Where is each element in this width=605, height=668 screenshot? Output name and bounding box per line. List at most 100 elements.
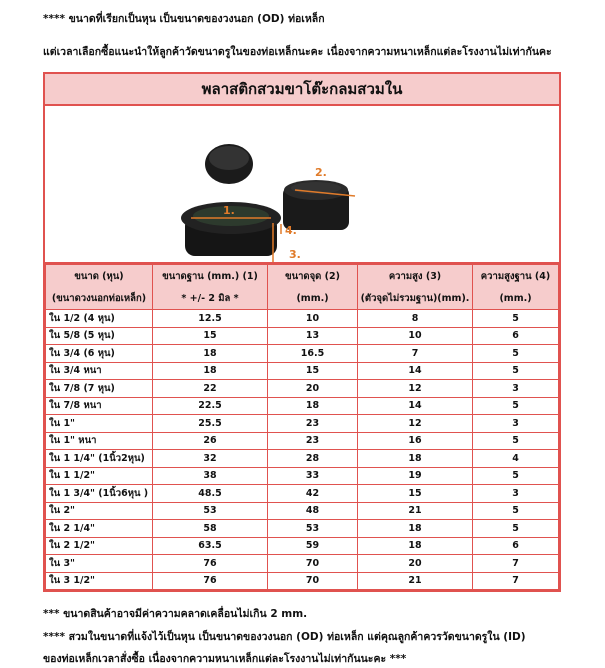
table-cell: ใน 2 1/4" [45, 519, 153, 538]
table-cell: 14 [357, 361, 473, 380]
table-title: พลาสติกสวมขาโต๊ะกลมสวมใน [45, 74, 559, 106]
photo-label-3: 3. [289, 248, 301, 261]
table-cell: ใน 1 1/2" [45, 466, 153, 485]
table-cell: 32 [152, 449, 268, 468]
note-bottom-3: ของท่อเหล็กเวลาสั่งซื้อ เนื่องจากความหนา… [43, 653, 407, 665]
table-row: ใน 2" 53 48 21 5 [45, 501, 559, 520]
table-cell: ใน 1 1/4" (1นิ้ว2หุน) [45, 449, 153, 468]
table-cell: 5 [472, 431, 559, 450]
table-cell: 18 [357, 449, 473, 468]
table-cell: 15 [152, 326, 268, 345]
table-row: ใน 1" 25.5 23 12 3 [45, 414, 559, 433]
note-top-1: **** ขนาดที่เรียกเป็นหุน เป็นขนาดของวงนอ… [43, 13, 325, 25]
table-row: ใน 3" 76 70 20 7 [45, 554, 559, 573]
table-row: ใน 3/4 หนา 18 15 14 5 [45, 361, 559, 380]
table-cell: 38 [152, 466, 268, 485]
table-cell: 18 [267, 396, 358, 415]
table-cell: 76 [152, 571, 268, 590]
table-cell: 12 [357, 379, 473, 398]
table-row: ใน 7/8 (7 หุน) 22 20 12 3 [45, 379, 559, 398]
column-header: ขนาดฐาน (mm.) (1) [152, 264, 268, 287]
table-cell: ใน 7/8 หนา [45, 396, 153, 415]
table-cell: 12.5 [152, 309, 268, 328]
table-cell: 8 [357, 309, 473, 328]
table-cell: 20 [267, 379, 358, 398]
table-cell: 21 [357, 571, 473, 590]
photo-label-4: 4. [285, 224, 297, 237]
photo-label-1: 1. [223, 204, 235, 217]
column-header: (mm.) [267, 287, 358, 310]
table-cell: ใน 7/8 (7 หุน) [45, 379, 153, 398]
table-cell: 5 [472, 344, 559, 363]
table-cell: 76 [152, 554, 268, 573]
table-cell: 5 [472, 501, 559, 520]
table-cell: ใน 1" [45, 414, 153, 433]
product-photo: 1. 2. 3. 4. [45, 106, 559, 268]
table-cell: 7 [472, 571, 559, 590]
table-cell: ใน 1 3/4" (1นิ้ว6หุน ) [45, 484, 153, 503]
table-cell: 26 [152, 431, 268, 450]
table-cell: 16 [357, 431, 473, 450]
table-cell: 3 [472, 484, 559, 503]
table-cell: 48 [267, 501, 358, 520]
table-cell: 53 [152, 501, 268, 520]
table-cell: 5 [472, 396, 559, 415]
table-cell: 19 [357, 466, 473, 485]
table-row: ใน 1 1/2" 38 33 19 5 [45, 466, 559, 485]
table-row: ใน 1 3/4" (1นิ้ว6หุน ) 48.5 42 15 3 [45, 484, 559, 503]
table-cell: 4 [472, 449, 559, 468]
table-cell: 58 [152, 519, 268, 538]
table-row: ใน 1" หนา 26 23 16 5 [45, 431, 559, 450]
table-cell: 12 [357, 414, 473, 433]
column-header: (ขนาดวงนอกท่อเหล็ก) [45, 287, 153, 310]
table-cell: 63.5 [152, 536, 268, 555]
table-row: ใน 5/8 (5 หุน) 15 13 10 6 [45, 326, 559, 345]
table-cell: 3 [472, 379, 559, 398]
table-cell: 70 [267, 554, 358, 573]
table-cell: ใน 3/4 หนา [45, 361, 153, 380]
column-header: (ตัวจุดไม่รวมฐาน)(mm). [357, 287, 473, 310]
note-bottom-1: *** ขนาดสินค้าอาจมีค่าความคลาดเคลื่อนไม่… [43, 608, 308, 620]
column-header: ความสูง (3) [357, 264, 473, 287]
table-row: ใน 3/4 (6 หุน) 18 16.5 7 5 [45, 344, 559, 363]
table-cell: ใน 3/4 (6 หุน) [45, 344, 153, 363]
table-row: ใน 2 1/4" 58 53 18 5 [45, 519, 559, 538]
product-table-card: พลาสติกสวมขาโต๊ะกลมสวมใน 1. 2. 3. 4. [43, 72, 561, 592]
table-cell: 23 [267, 431, 358, 450]
table-cell: 10 [357, 326, 473, 345]
table-row: ใน 2 1/2" 63.5 59 18 6 [45, 536, 559, 555]
table-cell: 15 [357, 484, 473, 503]
table-cell: 7 [357, 344, 473, 363]
table-cell: ใน 3 1/2" [45, 571, 153, 590]
table-cell: 21 [357, 501, 473, 520]
table-cell: 42 [267, 484, 358, 503]
table-cell: 3 [472, 414, 559, 433]
table-cell: 5 [472, 309, 559, 328]
table-cell: ใน 3" [45, 554, 153, 573]
table-cell: 6 [472, 536, 559, 555]
column-header: ขนาดจุด (2) [267, 264, 358, 287]
table-row: ใน 3 1/2" 76 70 21 7 [45, 571, 559, 590]
table-cell: 70 [267, 571, 358, 590]
table-cell: ใน 2" [45, 501, 153, 520]
column-header: ขนาด (หุน) [45, 264, 153, 287]
table-cell: 15 [267, 361, 358, 380]
column-header: (mm.) [472, 287, 559, 310]
table-cell: 6 [472, 326, 559, 345]
table-cell: 13 [267, 326, 358, 345]
table-cell: 10 [267, 309, 358, 328]
size-table: ขนาด (หุน) ขนาดฐาน (mm.) (1) ขนาดจุด (2) คว… [45, 264, 559, 590]
table-cell: ใน 1" หนา [45, 431, 153, 450]
note-bottom-2: **** สวมในขนาดที่แจ้งไว้เป็นหุน เป็นขนาด… [43, 631, 526, 643]
table-cell: 22.5 [152, 396, 268, 415]
table-cell: 5 [472, 361, 559, 380]
table-cell: 23 [267, 414, 358, 433]
table-cell: 59 [267, 536, 358, 555]
table-cell: 18 [357, 519, 473, 538]
table-cell: 48.5 [152, 484, 268, 503]
table-leg-caps-image [181, 144, 356, 268]
table-cell: 18 [357, 536, 473, 555]
table-cell: 53 [267, 519, 358, 538]
table-cell: 22 [152, 379, 268, 398]
